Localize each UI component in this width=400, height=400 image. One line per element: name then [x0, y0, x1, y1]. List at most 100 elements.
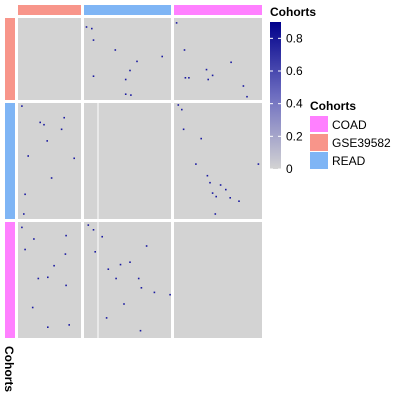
panel-gse39582-gse39582 — [18, 18, 81, 100]
cohort-legend-swatch-gse39582 — [310, 134, 328, 151]
heatmap-cell — [92, 39, 95, 41]
heatmap-cell — [195, 163, 197, 165]
color-scale-ticks: 0 0.2 0.4 0.6 0.8 — [270, 31, 303, 176]
heatmap-cell — [65, 284, 67, 287]
heatmap-cell — [230, 61, 232, 64]
heatmap-cell — [225, 188, 227, 191]
heatmap-cell — [47, 276, 49, 279]
panel-coad-coad — [174, 222, 262, 338]
panel-gse39582-coad — [174, 18, 262, 100]
color-scale-legend: Cohorts 0 0.2 0.4 0.6 0.8 — [270, 5, 316, 176]
heatmap-cell — [214, 213, 217, 215]
heatmap-cell — [145, 245, 148, 247]
heatmap-cell — [124, 93, 127, 95]
heatmap-cell — [107, 268, 110, 270]
heatmap-cell — [24, 248, 26, 251]
color-scale-tick-label: 0.6 — [286, 64, 303, 78]
heatmap-cell — [68, 324, 70, 326]
column-annotation-read — [84, 5, 171, 15]
heatmap-cell — [94, 251, 96, 253]
color-scale-title: Cohorts — [270, 5, 316, 19]
heatmap-cell — [46, 140, 48, 142]
heatmap-cell — [139, 329, 142, 332]
panel-gse39582-read — [84, 18, 171, 100]
heatmap-cell — [124, 78, 127, 81]
heatmap-cell — [60, 128, 63, 131]
heatmap-cells — [21, 22, 260, 332]
row-annotation-read — [5, 103, 15, 219]
heatmap-cell — [219, 184, 222, 186]
heatmap-cell — [211, 74, 214, 77]
heatmap-cell — [114, 49, 117, 51]
color-scale-tick-label: 0.4 — [286, 97, 303, 111]
column-annotation-coad — [174, 5, 262, 15]
heatmap-cell — [205, 68, 208, 71]
heatmap-cell — [115, 277, 117, 280]
heatmap-cell — [182, 128, 185, 131]
heatmap-cell — [129, 69, 131, 72]
heatmap-panels — [18, 18, 262, 338]
heatmap-cell — [123, 303, 125, 305]
heatmap-cell — [105, 317, 108, 319]
color-scale-tick-label: 0.8 — [286, 31, 303, 45]
heatmap-cell — [206, 174, 209, 177]
heatmap-cell — [24, 193, 26, 196]
heatmap-cell — [27, 155, 29, 157]
heatmap-cell — [39, 121, 41, 124]
heatmap-cell — [153, 291, 156, 294]
heatmap-cell — [73, 157, 75, 160]
color-scale-tick-label: 0.2 — [286, 129, 303, 143]
heatmap-cell — [177, 104, 180, 106]
heatmap-cell — [229, 197, 231, 199]
heatmap-cell — [183, 49, 186, 51]
row-annotation-coad — [5, 222, 15, 338]
heatmap-cell — [50, 177, 53, 179]
heatmap-cell — [23, 213, 25, 215]
heatmap-cell — [184, 77, 187, 79]
panel-read-coad — [174, 103, 262, 219]
heatmap-cell — [21, 105, 23, 107]
heatmap-cell — [215, 195, 217, 198]
panel-read-gse39582 — [18, 103, 81, 219]
heatmap-cell — [47, 326, 49, 328]
heatmap-cell — [136, 60, 138, 63]
heatmap-cell — [211, 192, 214, 194]
cohort-legend-swatch-read — [310, 152, 328, 169]
heatmap-cell — [92, 229, 95, 231]
heatmap-cell — [129, 261, 131, 263]
color-scale-bar — [270, 22, 281, 169]
cohort-legend-label-coad: COAD — [332, 118, 367, 132]
heatmap-cell — [238, 200, 240, 202]
heatmap-cell — [257, 163, 260, 165]
row-annotation-title: Cohorts — [2, 346, 16, 392]
heatmap-cell — [101, 235, 103, 238]
panel-coad-read — [84, 222, 171, 338]
heatmap-cell — [37, 277, 40, 280]
color-scale-tick-label: 0 — [286, 162, 293, 176]
heatmap-cell — [33, 238, 35, 240]
heatmap-cell — [87, 224, 90, 226]
heatmap-cell — [169, 293, 171, 296]
heatmap-cell — [188, 77, 190, 79]
heatmap-cell — [207, 78, 209, 81]
heatmap-cell — [43, 123, 45, 126]
cohort-legend-label-gse39582: GSE39582 — [332, 136, 391, 150]
heatmap-cell — [65, 234, 67, 237]
heatmap-cell — [137, 277, 140, 280]
column-annotation-gse39582 — [18, 5, 81, 15]
heatmap-cell — [130, 94, 132, 96]
heatmap-cell — [21, 226, 23, 229]
row-annotation-gse39582 — [5, 18, 15, 100]
heatmap-cell — [63, 116, 65, 119]
heatmap-cell — [92, 75, 95, 77]
heatmap-cell — [119, 263, 122, 266]
heatmap-cell — [31, 306, 34, 309]
panel-read-read — [84, 103, 171, 219]
heatmap-cell — [209, 181, 211, 184]
heatmap-cell — [246, 95, 248, 98]
panel-coad-gse39582 — [18, 222, 81, 338]
heatmap-cell — [161, 55, 163, 58]
heatmap-cell — [53, 264, 55, 267]
cohort-legend-label-read: READ — [332, 154, 366, 168]
